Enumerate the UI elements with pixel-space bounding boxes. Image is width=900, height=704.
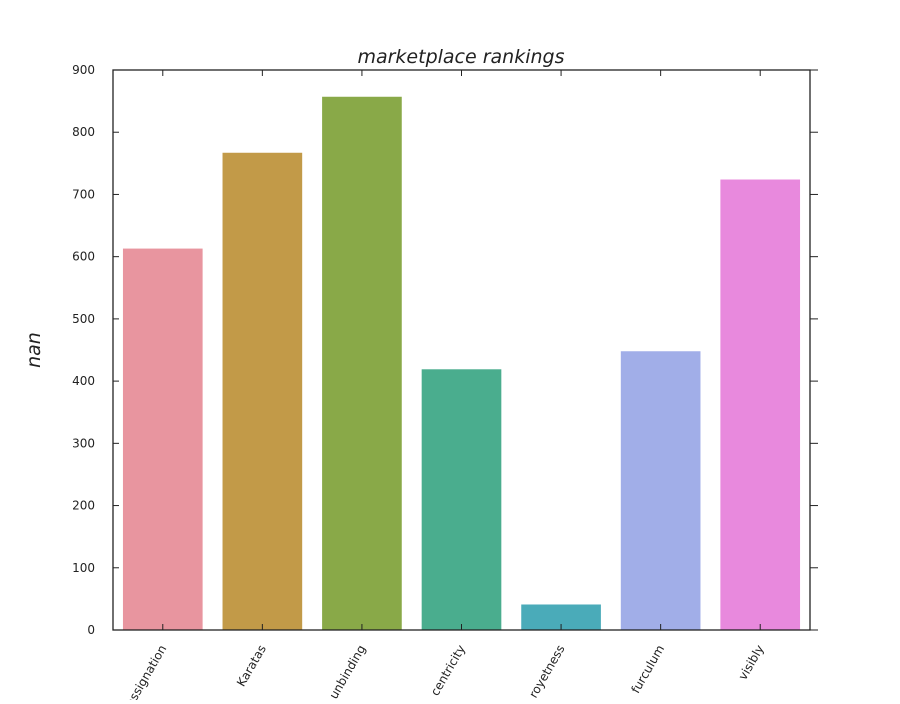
bars-group — [122, 96, 801, 631]
x-tick-label: centricity — [428, 643, 468, 699]
x-tick-label: assignation — [123, 643, 170, 701]
y-tick-label: 600 — [72, 250, 95, 264]
bar-karatas — [222, 152, 303, 630]
plot-frame — [112, 69, 811, 631]
y-tick-label: 400 — [72, 374, 95, 388]
y-ticks-group: 0 100 200 300 400 500 600 700 800 900 — [72, 63, 818, 637]
y-tick-label: 0 — [87, 623, 95, 637]
bar-visibly — [720, 179, 801, 630]
y-tick-label: 200 — [72, 499, 95, 513]
chart-title: marketplace rankings — [357, 46, 564, 68]
bar-unbinding — [322, 96, 402, 630]
y-tick-label: 700 — [72, 187, 95, 201]
bar-assignation — [122, 248, 203, 631]
x-tick-label: furculum — [628, 643, 667, 696]
x-tick-label: royetness — [526, 643, 567, 701]
x-tick-label: visibly — [736, 643, 767, 683]
y-tick-label: 100 — [72, 561, 95, 575]
bar-centricity — [421, 369, 502, 630]
y-axis-label: nan — [23, 332, 45, 368]
y-tick-label: 800 — [72, 125, 95, 139]
bar-furculum — [620, 351, 701, 630]
y-tick-label: 900 — [72, 63, 95, 77]
x-tick-label: Karatas — [234, 643, 269, 689]
y-tick-label: 300 — [72, 436, 95, 450]
x-tick-label: unbinding — [326, 643, 368, 701]
y-tick-label: 500 — [72, 312, 95, 326]
